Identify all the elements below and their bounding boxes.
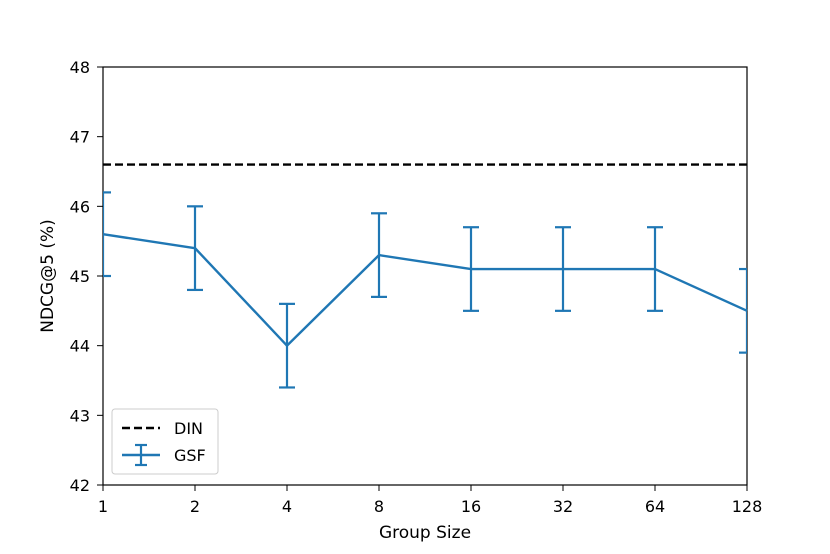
x-axis-label: Group Size: [379, 523, 471, 543]
y-tick-label: 44: [70, 337, 90, 356]
legend-box: [111, 408, 219, 475]
gsf-series-line: [102, 233, 748, 347]
x-tick-label: 128: [732, 497, 763, 516]
x-tick-label: 32: [553, 497, 573, 516]
x-tick-label: 4: [282, 497, 292, 516]
y-tick-label: 48: [70, 58, 90, 77]
x-tick-label: 2: [190, 497, 200, 516]
gsf-error-bars: [103, 191, 747, 389]
legend-din-label: DIN: [174, 419, 203, 438]
x-tick-label: 16: [461, 497, 481, 516]
x-tick-label: 1: [98, 497, 108, 516]
y-tick-label: 42: [70, 476, 90, 495]
y-axis-label: NDCG@5 (%): [38, 219, 58, 333]
x-tick-label: 64: [645, 497, 665, 516]
y-tick-label: 43: [70, 406, 90, 425]
x-tick-label: 8: [374, 497, 384, 516]
y-tick-label: 45: [70, 267, 90, 286]
legend-gsf-label: GSF: [174, 446, 206, 465]
y-tick-label: 46: [70, 197, 90, 216]
y-tick-label: 47: [70, 128, 90, 147]
legend: DIN GSF: [111, 408, 219, 475]
